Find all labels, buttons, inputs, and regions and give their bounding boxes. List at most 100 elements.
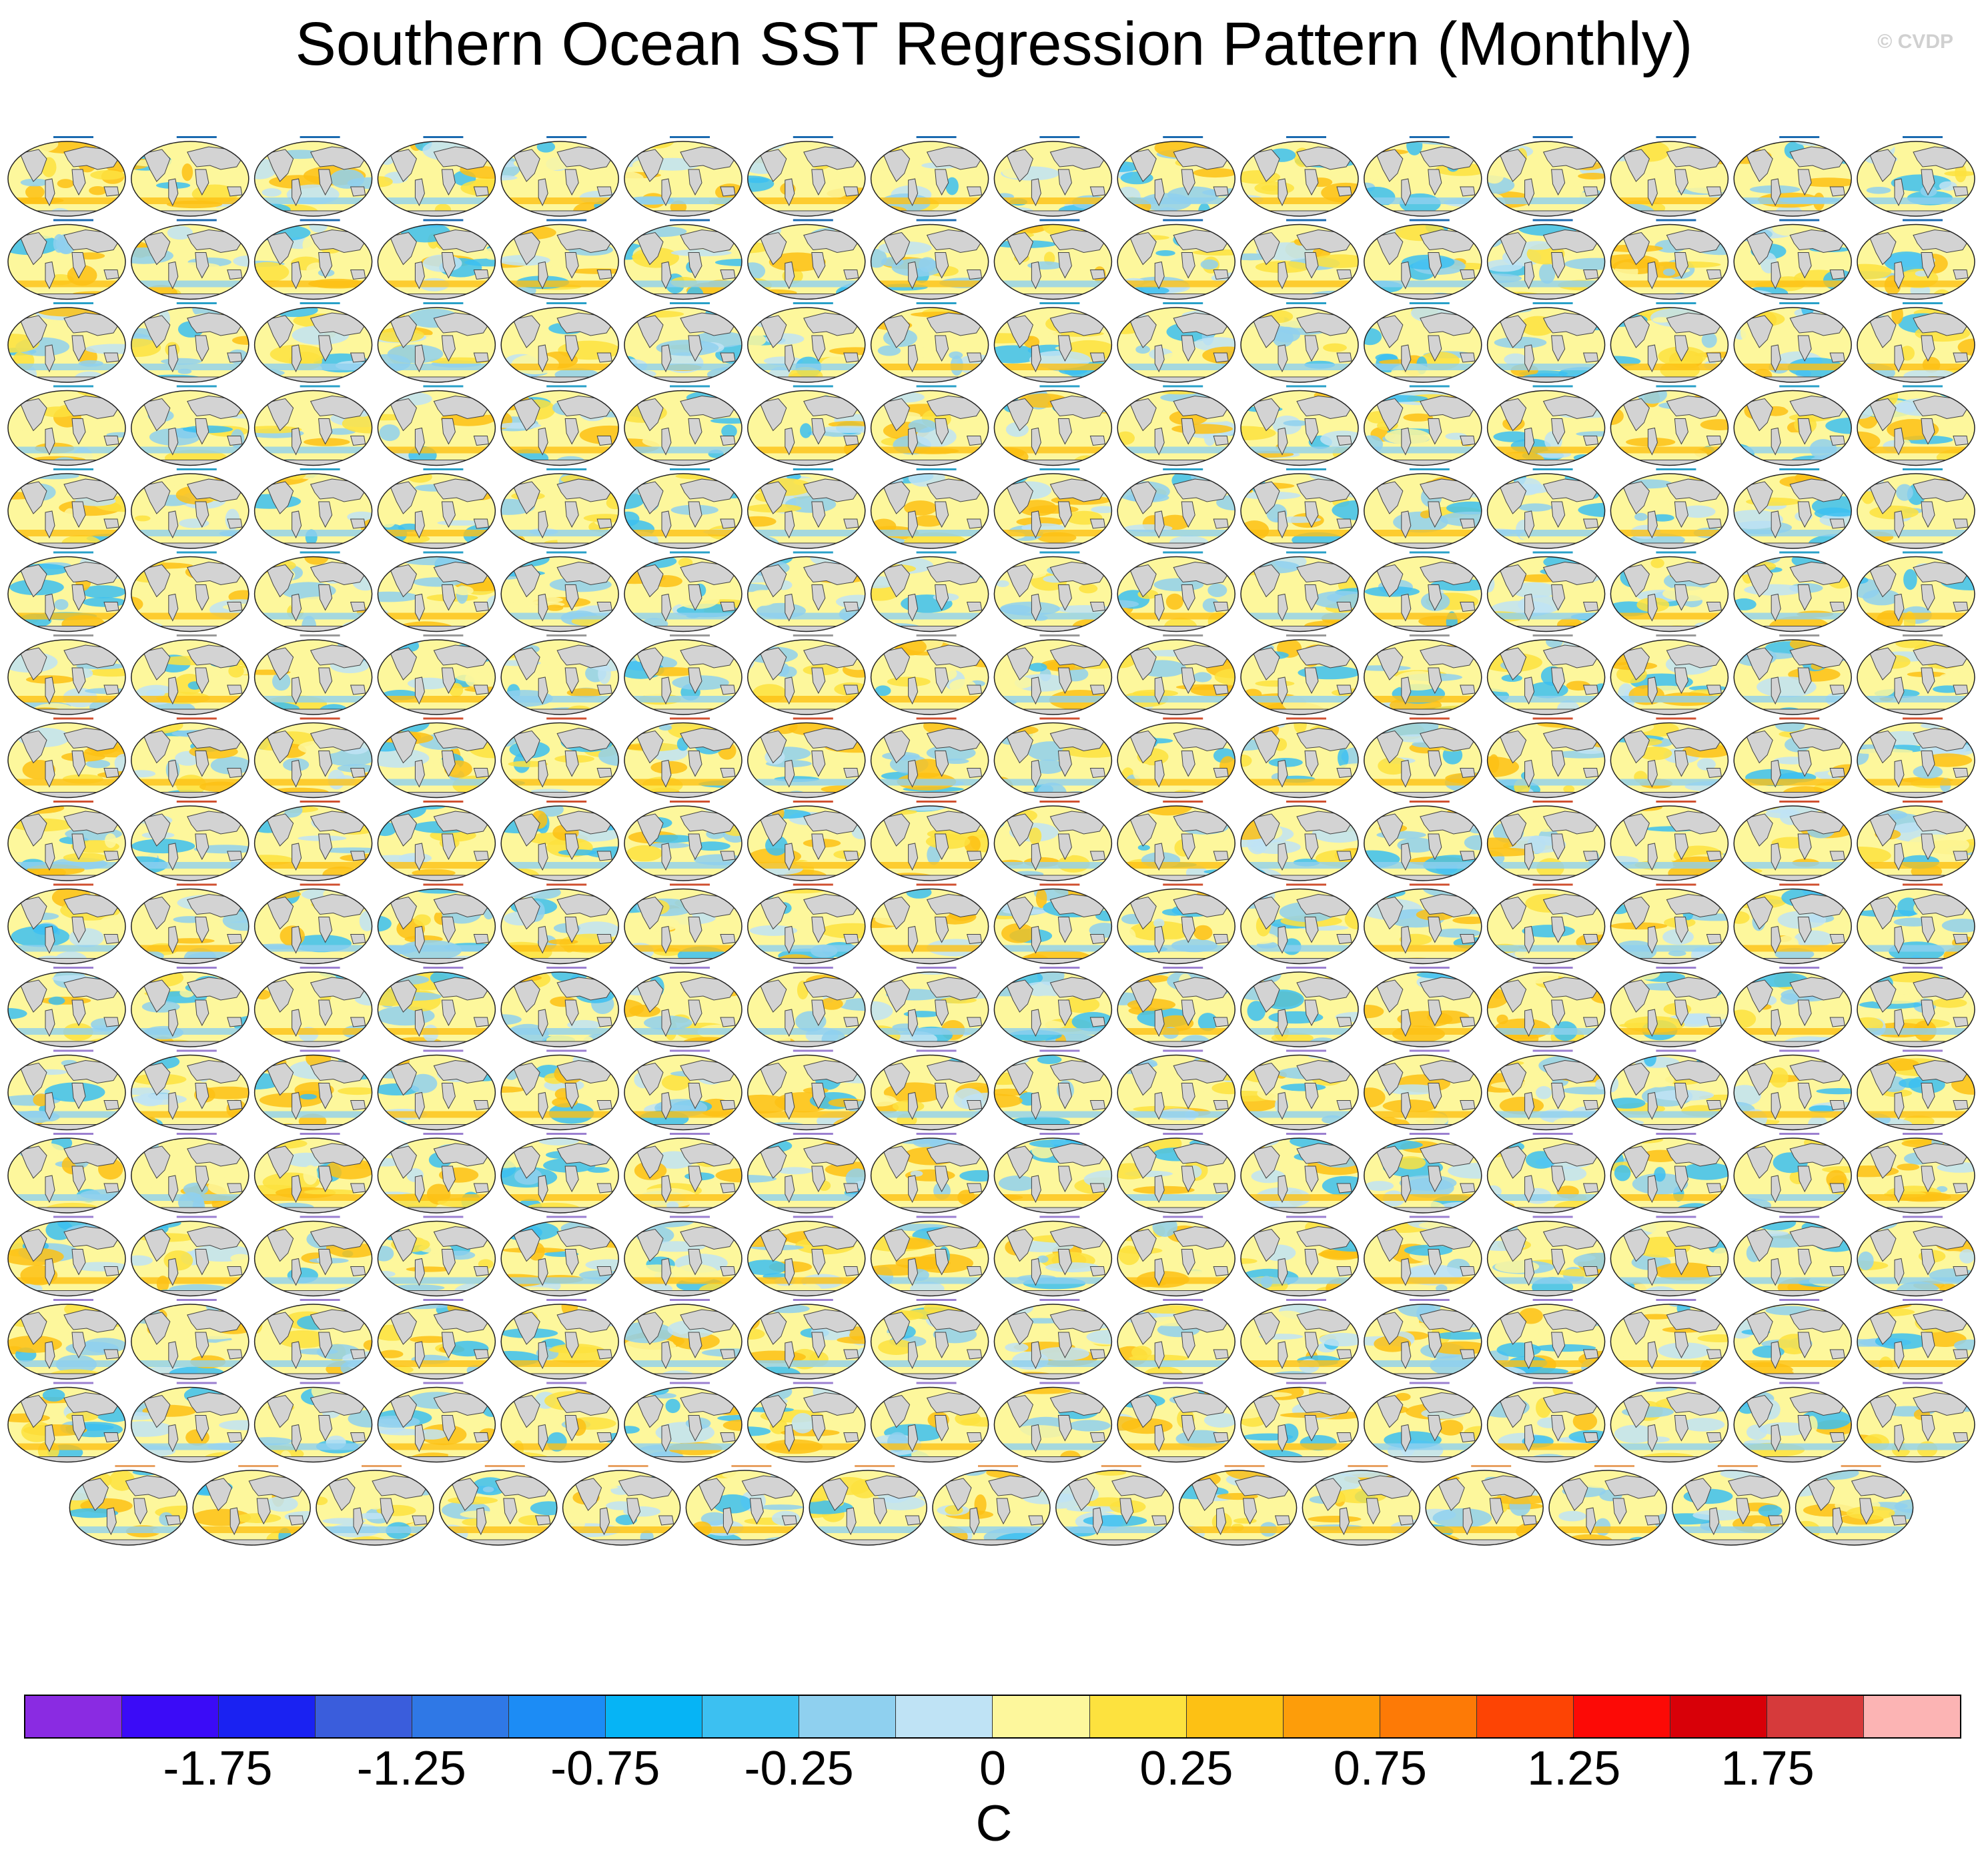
map-panel [747,302,866,383]
map-panel [7,1216,126,1297]
panel-label-mark [670,1299,710,1301]
map-panel [1610,634,1729,715]
panel-label-mark [855,1465,895,1467]
panel-label-mark [1532,385,1573,388]
panel-label-mark [1841,1465,1881,1467]
panel-label-mark [423,967,464,969]
map-panel [377,219,496,300]
map-panel [1857,1216,1975,1297]
map-panel [1486,1216,1606,1297]
panel-label-mark [423,883,464,886]
panel-label-mark [1532,136,1573,138]
panel-label-mark [793,1299,833,1301]
panel-label-mark [1532,1133,1573,1135]
panel-label-mark [300,385,340,388]
map-panel [131,1216,250,1297]
map-panel [624,1133,742,1214]
panel-label-mark [53,634,93,636]
panel-label-mark [793,1133,833,1135]
map-panel [131,136,250,217]
map-panel [747,1049,866,1131]
map-panel [870,1216,989,1297]
panel-label-mark [53,551,93,554]
map-panel [993,385,1113,466]
panel-label-mark [53,883,93,886]
map-panel [562,1465,681,1546]
map-panel [1610,1049,1729,1131]
map-panel [254,1382,373,1463]
panel-label-mark [1409,717,1450,720]
panel-label-mark [423,1049,464,1052]
map-panel [1486,967,1606,1047]
map-panel [7,468,126,549]
panel-label-mark [1286,634,1326,636]
map-panel [624,1216,742,1297]
panel-label-mark [1656,551,1696,554]
panel-label-mark [1532,801,1573,803]
map-panel [500,302,619,383]
map-panel [1610,967,1729,1047]
map-panel [7,219,126,300]
colorbar-tick-labels: -1.75 -1.25 -0.75 -0.25 0 0.25 0.75 1.25 1.75 [0,1741,1988,1801]
panel-label-mark [53,801,93,803]
map-panel [1117,634,1235,715]
panel-label-mark [423,1382,464,1384]
map-panel [1117,967,1235,1047]
panel-label-mark [1903,468,1943,470]
map-panel [1117,717,1235,799]
map-panel [377,1049,496,1131]
map-panel [377,1133,496,1214]
panel-label-mark [1409,883,1450,886]
panel-label-mark [1163,1299,1203,1301]
map-panel [1240,634,1359,715]
panel-label-mark [916,1049,957,1052]
panel-label-mark [53,136,93,138]
map-panel [7,302,126,383]
map-panel [993,1216,1113,1297]
map-panel [624,717,742,799]
panel-label-mark [1039,551,1080,554]
panel-label-mark [1903,1216,1943,1218]
panel-label-mark [793,634,833,636]
map-panel [7,1049,126,1131]
map-panel [377,634,496,715]
map-panel [1610,1382,1729,1463]
panel-label-mark [793,551,833,554]
panel-label-mark [916,551,957,554]
panel-label-mark [916,385,957,388]
map-panel [1733,883,1852,965]
panel-label-mark [423,1216,464,1218]
panel-label-mark [1779,634,1820,636]
panel-label-mark [176,801,217,803]
panel-label-mark [1903,302,1943,304]
map-panel [1364,468,1482,549]
map-panel [1733,468,1852,549]
panel-label-mark [1409,1382,1450,1384]
map-panel [500,385,619,466]
panel-label-mark [423,1299,464,1301]
map-panel [1857,468,1975,549]
map-panel [1733,551,1852,632]
map-panel [747,136,866,217]
map-panel [1486,219,1606,300]
panel-label-mark [546,1049,587,1052]
panel-label-mark [1779,1049,1820,1052]
map-panel [500,136,619,217]
panel-label-mark [546,136,587,138]
map-panel [993,967,1113,1047]
figure-title: Southern Ocean SST Regression Pattern (M… [295,10,1693,78]
colorbar-swatch [25,1696,123,1737]
map-panel [1117,302,1235,383]
map-panel [870,302,989,383]
map-panel [1610,1216,1729,1297]
map-panel [624,219,742,300]
map-panel [624,1382,742,1463]
panel-label-mark [1039,883,1080,886]
map-panel [500,1216,619,1297]
panel-label-mark [1039,302,1080,304]
map-panel [1302,1465,1421,1546]
map-panel [131,1299,250,1380]
map-panel [1055,1465,1174,1546]
map-panel [870,1299,989,1380]
colorbar-swatch [606,1696,703,1737]
